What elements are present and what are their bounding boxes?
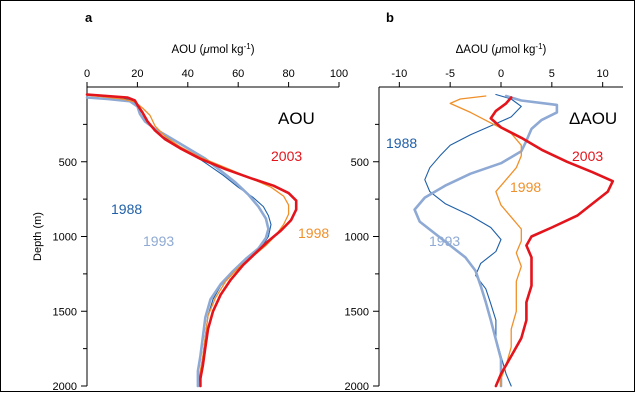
series-label-1998: 1998 (298, 225, 329, 241)
x-axis-title-part: -1 (244, 42, 252, 51)
x-tick-label: 10 (597, 68, 609, 80)
series-label-1988: 1988 (111, 201, 142, 217)
x-tick-label: -5 (445, 68, 455, 80)
series-line-1998 (449, 95, 522, 387)
y-tick-label: 1500 (345, 306, 369, 318)
y-axis-title: Depth (m) (32, 212, 44, 261)
y-tick-label: 1000 (345, 232, 369, 244)
x-axis-title-part: μ (494, 44, 502, 56)
series-line-2003 (489, 96, 615, 388)
series-line-2003 (85, 93, 298, 388)
series-line-1988 (424, 93, 522, 387)
x-axis-title-part: mol kg (502, 44, 536, 56)
x-axis-title-part: ) (251, 44, 255, 56)
x-axis-title-part: mol kg (210, 44, 244, 56)
y-tick-label: 2000 (345, 381, 369, 393)
x-axis-title: ΔAOU (μmol kg-1) (456, 42, 547, 57)
y-tick-label: 500 (351, 157, 369, 169)
x-tick-label: 40 (182, 68, 194, 80)
y-tick-label: 1000 (53, 232, 77, 244)
x-axis-title: AOU (μmol kg-1) (171, 42, 254, 57)
panel-label: b (386, 10, 394, 25)
x-axis-title-part: -1 (535, 42, 543, 51)
in-plot-label: ΔAOU (569, 109, 617, 128)
x-tick-label: 80 (282, 68, 294, 80)
series-line-1993 (413, 94, 559, 388)
series-label-1988: 1988 (386, 135, 417, 151)
series-label-1998: 1998 (510, 179, 541, 195)
series-line-1988 (86, 93, 272, 387)
panel-b: b ΔAOU (μmol kg-1) -10 -5 0 5 10 500 1000 1500 200… (345, 10, 623, 393)
x-axis-title-part: AOU ( (171, 44, 203, 56)
x-tick-label: -10 (391, 68, 407, 80)
x-tick-label: 0 (498, 68, 504, 80)
x-axis-title-part: μ (202, 44, 210, 56)
panel-a: a AOU (μmol kg-1) Depth (m) 0 20 40 60 80 100 500… (32, 10, 348, 393)
series-line-1998 (86, 94, 290, 387)
series-label-1993: 1993 (429, 233, 460, 249)
series-label-2003: 2003 (271, 148, 302, 164)
series-line-1993 (85, 96, 270, 388)
x-tick-label: 20 (131, 68, 143, 80)
x-tick-label: 60 (232, 68, 244, 80)
x-tick-label: 5 (549, 68, 555, 80)
y-tick-label: 1500 (53, 306, 77, 318)
x-tick-label: 100 (330, 68, 348, 80)
in-plot-label: AOU (278, 109, 315, 128)
x-tick-label: 0 (84, 68, 90, 80)
x-axis-title-part: ) (543, 44, 547, 56)
series-label-2003: 2003 (572, 148, 603, 164)
x-axis-title-part: ΔAOU ( (456, 44, 496, 56)
panel-label: a (85, 10, 93, 25)
y-tick-label: 2000 (53, 381, 77, 393)
series-label-1993: 1993 (143, 233, 174, 249)
y-tick-label: 500 (59, 157, 77, 169)
